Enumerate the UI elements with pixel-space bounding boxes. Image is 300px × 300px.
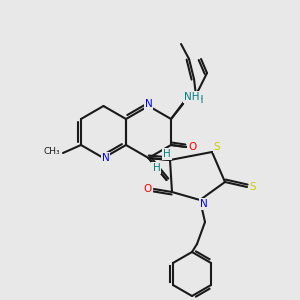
Text: O: O xyxy=(144,184,152,194)
Text: O: O xyxy=(188,142,196,152)
Text: H: H xyxy=(152,163,160,173)
Text: N: N xyxy=(200,199,208,209)
Text: S: S xyxy=(250,182,256,192)
Text: S: S xyxy=(214,142,220,152)
Text: NH: NH xyxy=(188,95,203,105)
Text: CH₃: CH₃ xyxy=(43,146,60,155)
Text: N: N xyxy=(102,153,110,163)
Text: NH: NH xyxy=(184,92,200,102)
Text: N: N xyxy=(145,99,152,109)
Text: H: H xyxy=(164,149,171,159)
